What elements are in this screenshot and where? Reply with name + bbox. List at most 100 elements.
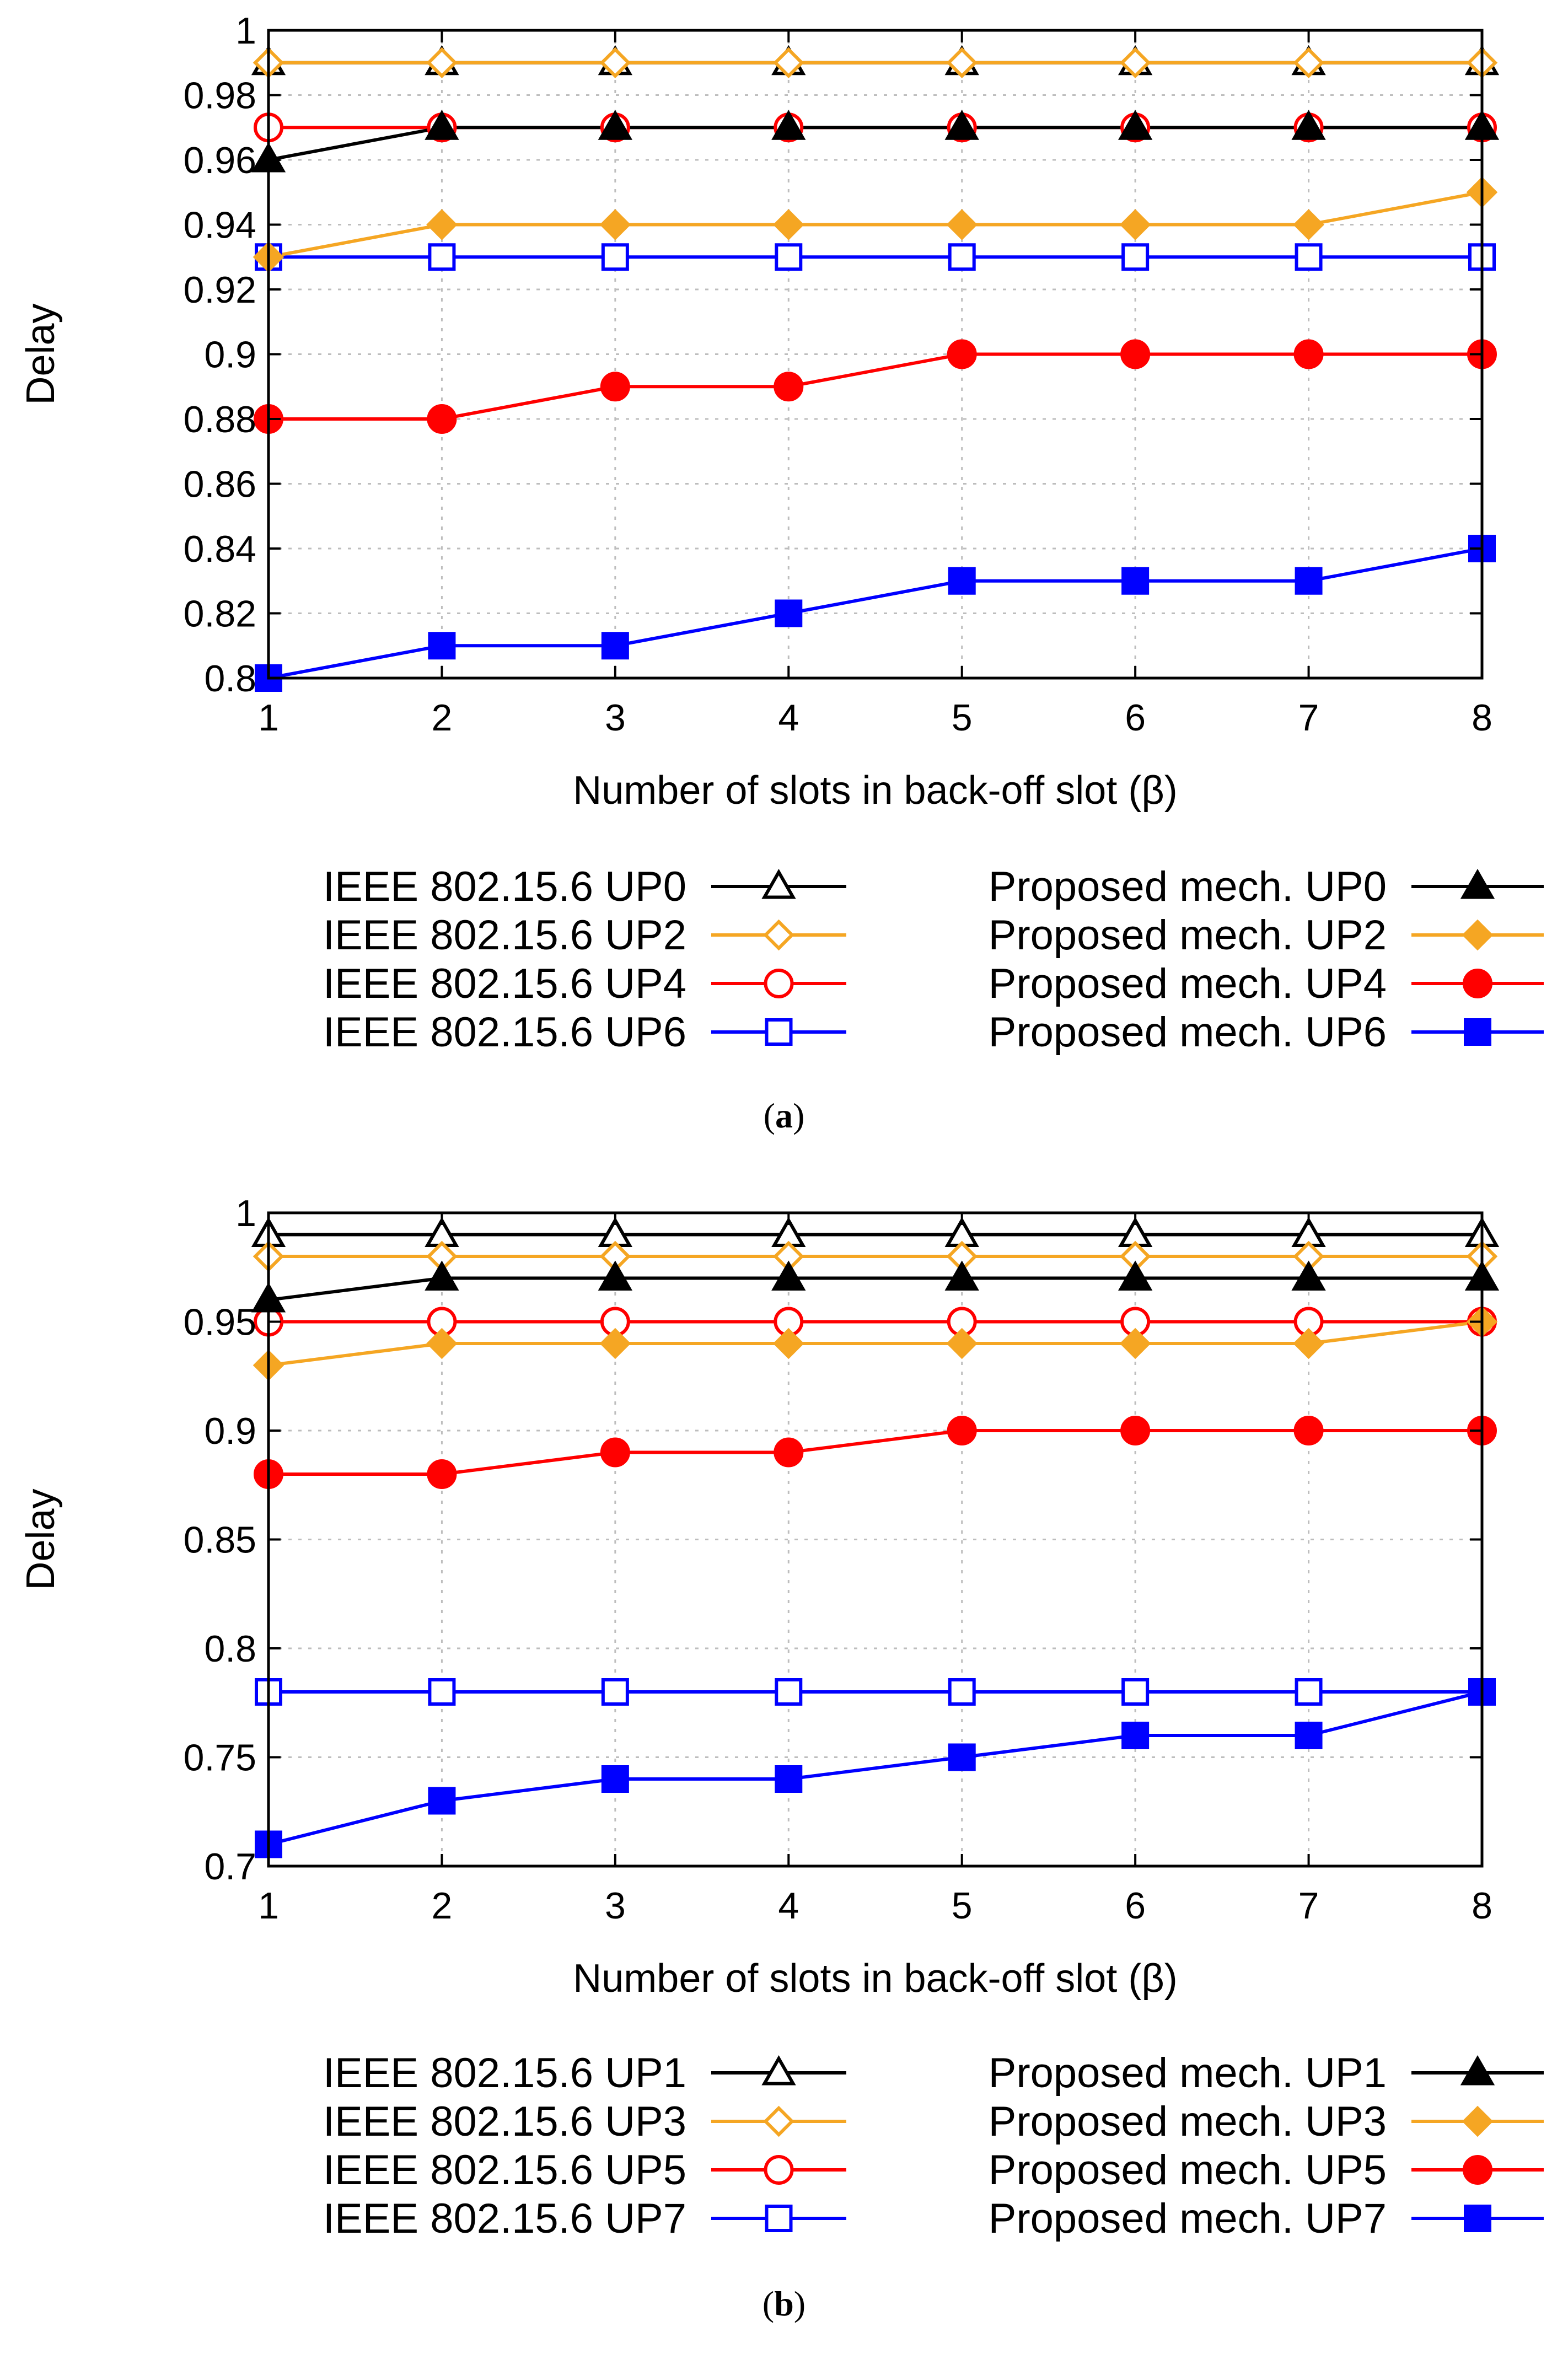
y-tick-label: 0.9 (204, 334, 256, 376)
data-point (427, 404, 457, 434)
x-tick-label: 7 (1298, 1885, 1319, 1927)
series-line (268, 1320, 1483, 1367)
x-tick-label: 4 (778, 1885, 799, 1927)
y-tick-label: 0.86 (184, 464, 256, 506)
x-tick-label: 8 (1472, 1885, 1492, 1927)
data-point (601, 1765, 629, 1793)
x-tick-label: 1 (258, 697, 279, 739)
data-point (1293, 1328, 1324, 1359)
data-point (946, 47, 978, 78)
y-tick-label: 0.84 (184, 528, 256, 570)
y-tick-label: 0.92 (184, 269, 256, 311)
legend-label: IEEE 802.15.6 UP6 (323, 1009, 686, 1056)
chart-panel-a: 0.8 0.82 0.84 0.86 0.88 0.9 0.92 0.94 0.96 0.98 1 1… (19, 10, 1544, 1135)
data-point (1121, 567, 1150, 595)
data-point (599, 1328, 631, 1359)
data-point (948, 1743, 976, 1771)
y-tick-label: 0.85 (184, 1519, 256, 1561)
data-point (1119, 209, 1151, 240)
data-point (1120, 1416, 1151, 1445)
data-point (1121, 1722, 1150, 1749)
y-tick-label: 0.8 (204, 1628, 256, 1670)
data-point (600, 1437, 630, 1468)
legend-label: IEEE 802.15.6 UP5 (323, 2147, 686, 2194)
x-tick-label: 8 (1472, 697, 1492, 739)
data-point (428, 1678, 456, 1706)
legend-marker (761, 2055, 796, 2086)
legend-marker (1462, 2105, 1494, 2137)
data-point (1121, 1678, 1150, 1706)
data-point (1118, 1260, 1153, 1291)
data-point (425, 110, 459, 140)
x-tick-label: 4 (778, 697, 799, 739)
data-point (1291, 1260, 1326, 1291)
legend-marker (765, 2205, 793, 2232)
data-point (775, 599, 803, 627)
data-point (425, 1260, 459, 1291)
data-point (1120, 339, 1151, 369)
legend-label: Proposed mech. UP1 (989, 2050, 1387, 2097)
legend-label: Proposed mech. UP6 (989, 1009, 1387, 1056)
data-point (601, 1678, 629, 1706)
data-point (599, 209, 631, 240)
data-point (1295, 567, 1323, 595)
x-tick-label: 6 (1125, 697, 1146, 739)
data-point (601, 243, 629, 271)
legend-marker (1464, 1018, 1491, 1046)
y-axis-label: Delay (19, 1488, 63, 1590)
x-tick-label: 5 (952, 1885, 973, 1927)
legend-label: IEEE 802.15.6 UP4 (323, 960, 686, 1007)
x-axis-label: Number of slots in back-off slot (β) (573, 1957, 1177, 2001)
y-tick-label: 0.95 (184, 1302, 256, 1343)
x-tick-label: 1 (258, 1885, 279, 1927)
legend-marker (1462, 919, 1494, 951)
y-tick-label: 0.94 (184, 205, 256, 246)
data-point (773, 1328, 804, 1359)
data-point (426, 47, 458, 78)
data-point (1119, 1328, 1151, 1359)
legend-marker (763, 919, 794, 951)
x-tick-label: 7 (1298, 697, 1319, 739)
legend-label: IEEE 802.15.6 UP3 (323, 2098, 686, 2145)
series-line (268, 1276, 1482, 1302)
series-line (269, 352, 1482, 421)
legend-marker (1460, 868, 1495, 899)
data-point (1295, 243, 1323, 271)
legend-label: IEEE 802.15.6 UP1 (323, 2050, 686, 2097)
legend-marker (765, 1018, 793, 1046)
x-axis-label: Number of slots in back-off slot (β) (573, 768, 1177, 813)
x-tick-label: 5 (952, 697, 973, 739)
data-point (774, 1437, 804, 1468)
legend-marker (1463, 969, 1492, 998)
legend-marker (761, 868, 796, 899)
series-line (268, 190, 1483, 259)
legend-label: Proposed mech. UP0 (989, 863, 1387, 910)
data-point (947, 339, 977, 369)
data-point (1293, 339, 1324, 369)
data-point (1295, 1678, 1323, 1706)
y-tick-label: 0.7 (204, 1846, 256, 1888)
data-point (428, 1787, 456, 1815)
data-point (1119, 47, 1151, 78)
data-point (775, 1678, 803, 1706)
y-tick-label: 0.75 (184, 1737, 256, 1779)
data-point (601, 632, 629, 660)
data-point (428, 243, 456, 271)
series-line (268, 547, 1483, 680)
data-point (773, 47, 804, 78)
legend-marker (763, 2105, 794, 2137)
y-tick-label: 0.98 (184, 75, 256, 117)
data-point (1291, 110, 1326, 140)
legend-label: IEEE 802.15.6 UP2 (323, 912, 686, 959)
legend-marker (1463, 2155, 1492, 2185)
legend-marker (1464, 2205, 1491, 2232)
data-point (1293, 209, 1324, 240)
data-point (1293, 47, 1324, 78)
data-point (1295, 1722, 1323, 1749)
panel-caption: (a) (764, 1096, 805, 1135)
data-point (948, 243, 976, 271)
series-line (268, 126, 1482, 162)
data-point (774, 372, 804, 402)
legend-label: Proposed mech. UP4 (989, 960, 1387, 1007)
